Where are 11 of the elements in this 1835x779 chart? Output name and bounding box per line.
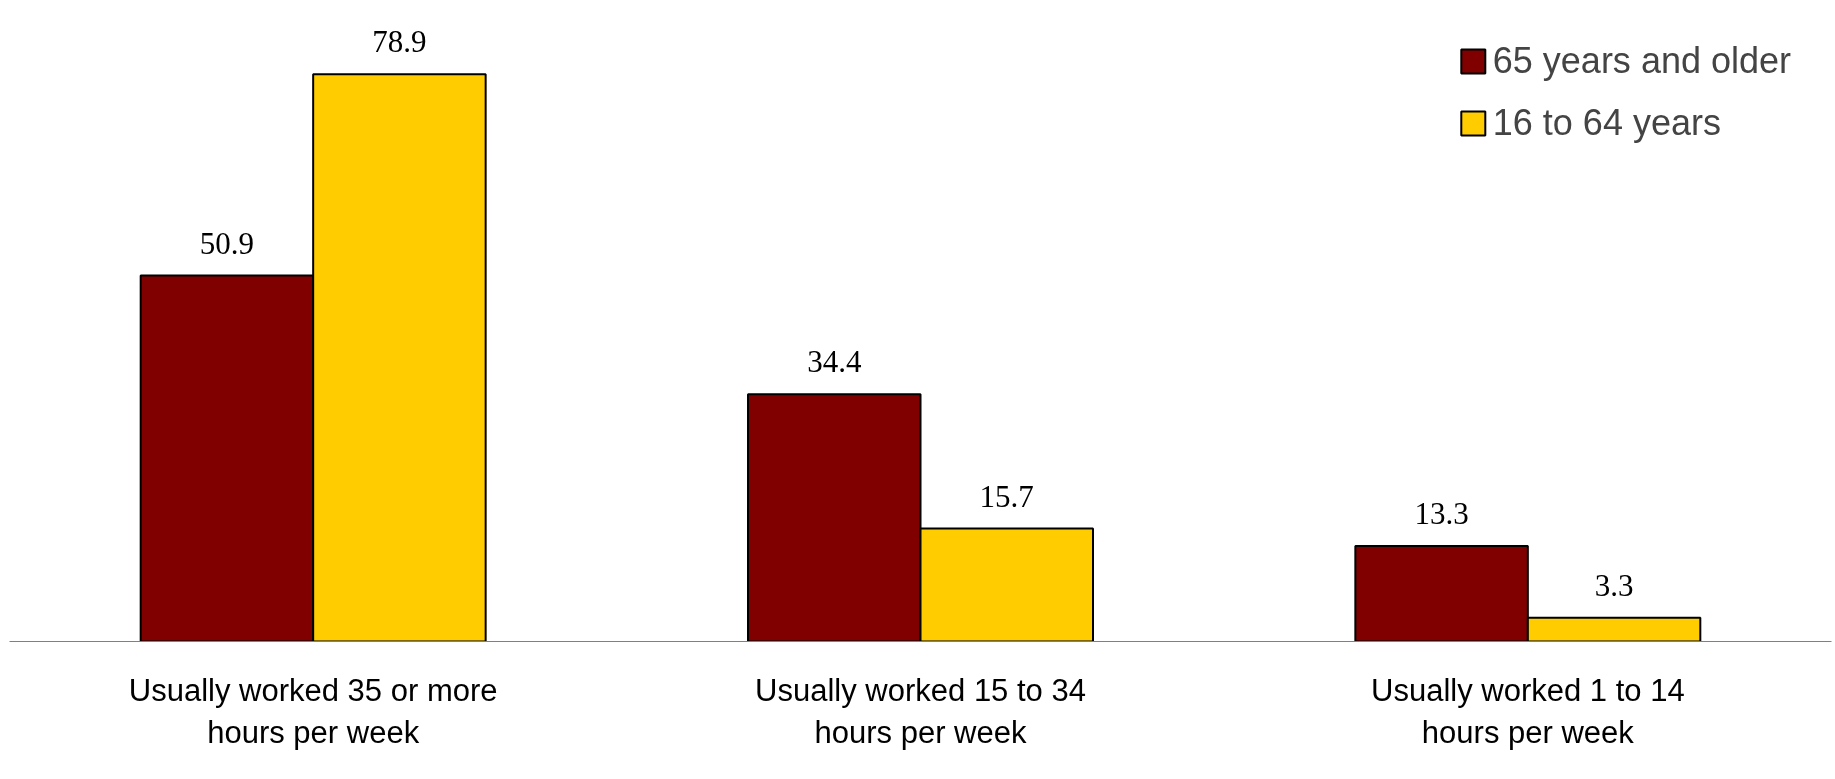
data-label: 3.3: [1594, 567, 1634, 603]
data-label: 15.7: [979, 478, 1034, 514]
data-label: 78.9: [372, 24, 427, 60]
x-tick-label: Usually worked 35 or more hours per week: [128, 672, 498, 750]
legend-label: 16 to 64 years: [1492, 102, 1721, 144]
data-label: 50.9: [199, 225, 255, 261]
x-tick-label: Usually worked 15 to 34 hours per week: [755, 672, 1086, 750]
data-label: 13.3: [1414, 495, 1469, 531]
x-tick-label: Usually worked 1 to 14 hours per week: [1371, 672, 1685, 750]
data-label: 34.4: [807, 344, 862, 380]
legend-label: 65 years and older: [1492, 40, 1791, 82]
